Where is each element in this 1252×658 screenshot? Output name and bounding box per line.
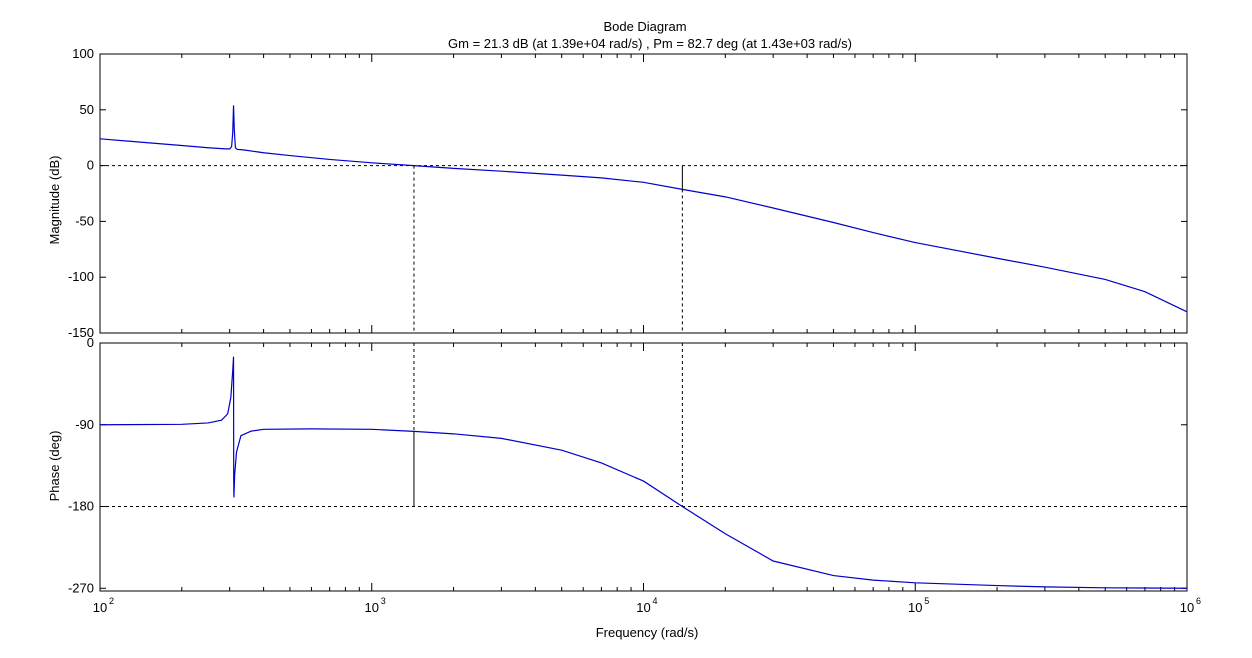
phase-curve — [99, 356, 1188, 589]
magnitude-curve — [99, 105, 1188, 313]
x-tick-label-exp-2: 4 — [653, 596, 658, 606]
chart-subtitle: Gm = 21.3 dB (at 1.39e+04 rad/s) , Pm = … — [448, 36, 852, 51]
magnitude-ytick-label-0: 100 — [72, 46, 94, 61]
x-tick-label-1: 10 — [365, 600, 379, 615]
magnitude-axes: 100 50 0 -50 -100 -150 — [68, 46, 1188, 340]
phase-axis-label: Phase (deg) — [47, 431, 62, 502]
x-tick-label-4: 10 — [1180, 600, 1194, 615]
magnitude-ytick-label-4: -100 — [68, 269, 94, 284]
phase-ytick-label-0: 0 — [87, 335, 94, 350]
magnitude-ytick-label-1: 50 — [80, 102, 94, 117]
magnitude-ytick-label-2: 0 — [87, 158, 94, 173]
x-tick-label-exp-3: 5 — [924, 596, 929, 606]
x-tick-label-2: 10 — [636, 600, 650, 615]
x-tick-label-exp-0: 2 — [109, 596, 114, 606]
frequency-axis-label: Frequency (rad/s) — [596, 625, 699, 640]
phase-ytick-label-1: -90 — [75, 417, 94, 432]
chart-title: Bode Diagram — [603, 19, 686, 34]
magnitude-ytick-label-3: -50 — [75, 213, 94, 228]
magnitude-axis-label: Magnitude (dB) — [47, 156, 62, 245]
x-tick-label-0: 10 — [93, 600, 107, 615]
phase-plot-box — [99, 342, 1188, 592]
x-tick-label-3: 10 — [908, 600, 922, 615]
magnitude-plot-box — [99, 53, 1188, 334]
magnitude-ytick-label-5: -150 — [68, 325, 94, 340]
phase-ytick-label-2: -180 — [68, 499, 94, 514]
phase-ytick-label-3: -270 — [68, 580, 94, 595]
x-tick-label-exp-4: 6 — [1196, 596, 1201, 606]
x-tick-label-exp-1: 3 — [381, 596, 386, 606]
